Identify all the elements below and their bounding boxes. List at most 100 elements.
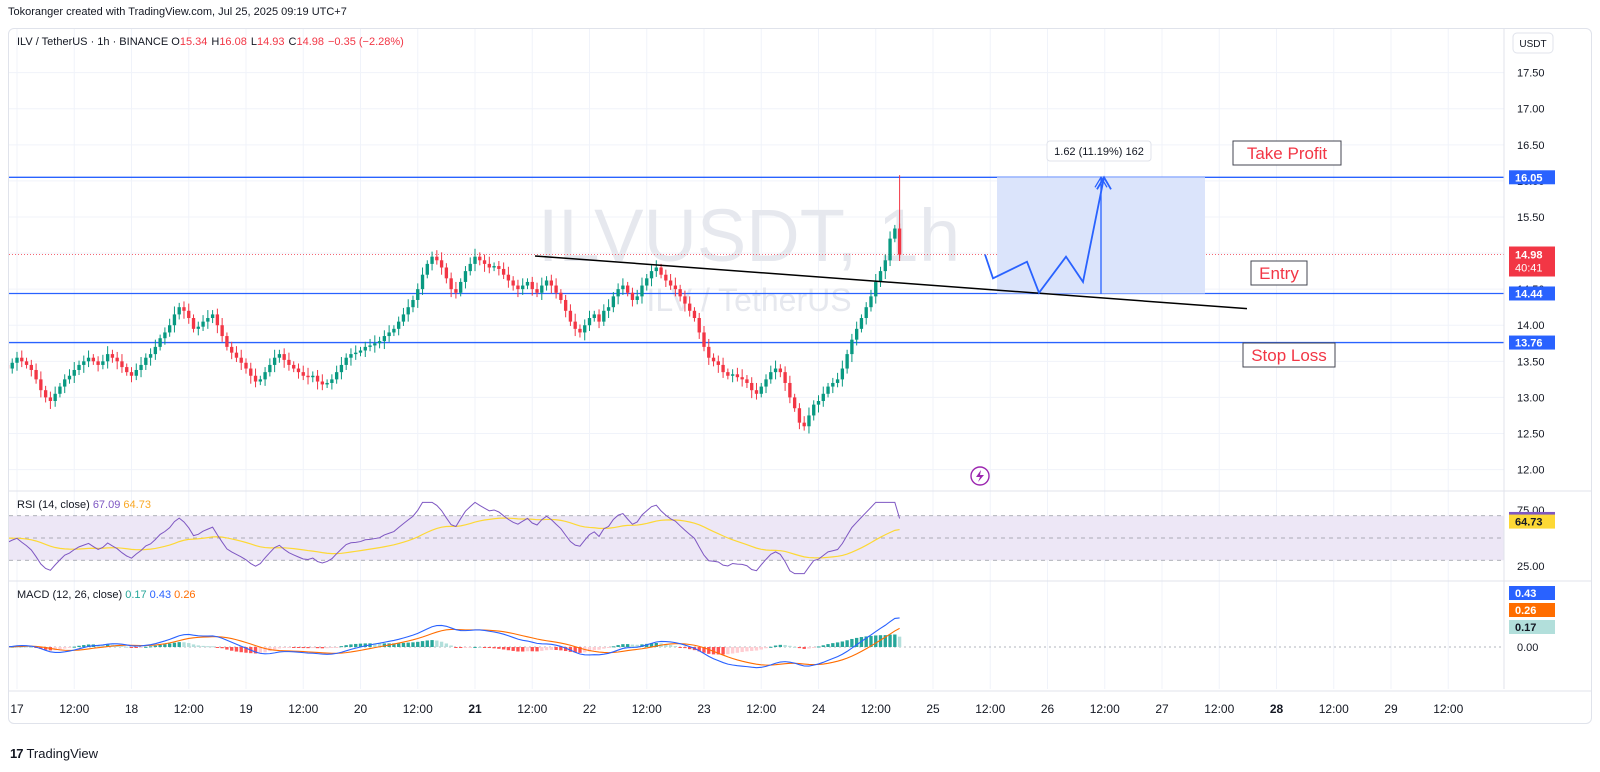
candle — [707, 338, 711, 365]
macd-histogram-bar — [759, 647, 763, 650]
macd-histogram-bar — [191, 644, 196, 647]
macd-histogram-bar — [764, 647, 768, 649]
x-tick-label: 12:00 — [861, 702, 891, 716]
annotation-box — [1232, 140, 1342, 166]
candle-body — [826, 386, 830, 394]
macd-histogram-bar — [807, 647, 811, 649]
macd-histogram-bar — [530, 647, 534, 652]
candle-body — [540, 285, 544, 293]
candle — [230, 341, 234, 360]
candle — [115, 351, 119, 370]
candle — [416, 283, 420, 308]
candle-body — [473, 256, 477, 264]
macd-histogram-bar — [888, 634, 892, 647]
candle-body — [339, 364, 344, 373]
tradingview-footer[interactable]: 17 TradingView — [10, 746, 98, 761]
candle — [554, 278, 558, 299]
candle-body — [15, 357, 19, 363]
candle-body — [559, 292, 563, 300]
macd-histogram-bar — [554, 647, 558, 650]
candle-body — [788, 382, 792, 398]
candle — [716, 355, 720, 373]
macd-histogram-bar — [444, 643, 449, 647]
candle — [487, 256, 491, 274]
candle — [587, 310, 592, 332]
candle — [287, 352, 291, 371]
candle — [258, 375, 262, 386]
rsi-ma-line — [9, 517, 900, 559]
macd-histogram-bar — [621, 644, 625, 647]
macd-tick-label: 0.00 — [1517, 642, 1538, 654]
candle-body — [349, 354, 353, 358]
candle-body — [234, 352, 239, 358]
macd-histogram-bar — [540, 647, 544, 651]
candle-body — [459, 281, 463, 293]
candle-body — [525, 281, 530, 286]
macd-histogram-bar — [864, 636, 868, 647]
candle-body — [821, 393, 825, 402]
macd-histogram-bar — [487, 647, 491, 648]
macd-histogram-bar — [878, 635, 883, 647]
time-axis: 17 12:00 18 12:00 19 12:00 20 12:00 21 12:00 22 12:… — [9, 690, 1591, 716]
candle — [850, 333, 854, 363]
macd-histogram-bar — [320, 647, 325, 649]
candle — [292, 361, 296, 373]
macd-histogram-bar — [435, 640, 439, 647]
candle-body — [401, 314, 406, 322]
legend-part: 16.08 — [219, 36, 247, 48]
candle-body — [43, 390, 48, 398]
macd-histogram-bar — [611, 646, 616, 648]
macd-histogram-bar — [144, 646, 148, 648]
x-tick-label: 19 — [239, 702, 253, 716]
candle-body — [110, 354, 115, 358]
candle-body — [831, 382, 835, 387]
candle-body — [874, 281, 878, 297]
candle-body — [396, 321, 401, 329]
annotation-box — [1242, 342, 1336, 368]
candle — [506, 266, 511, 288]
macd-title: MACD (12, 26, close) — [17, 589, 125, 601]
candle-body — [640, 285, 644, 297]
macd-histogram-bar — [721, 647, 725, 655]
candle-body — [792, 397, 797, 409]
candle — [401, 307, 406, 326]
macd-histogram-bar — [29, 646, 33, 648]
macd-histogram-bar — [296, 647, 301, 648]
x-tick-label: 26 — [1041, 702, 1055, 716]
symbol-watermark: ILVUSDT, 1h ILV / TetherUS — [538, 194, 960, 318]
candle-body — [420, 274, 425, 290]
macd-histogram-bar — [792, 646, 797, 648]
candle-body — [583, 325, 587, 333]
candle — [859, 314, 864, 333]
macd-histogram-bar — [683, 647, 687, 649]
candle-body — [840, 368, 845, 380]
candle-body — [812, 404, 816, 416]
candle-body — [544, 280, 549, 286]
macd-histogram-bar — [225, 647, 229, 650]
macd-histogram-bar — [826, 644, 830, 647]
candle-body — [654, 267, 658, 272]
candle — [625, 281, 630, 297]
macd-histogram-bar — [592, 647, 596, 651]
candle — [167, 318, 172, 337]
candle — [883, 254, 887, 280]
legend-part: 15.34 — [180, 36, 208, 48]
watermark-ticker: ILVUSDT, 1h — [538, 194, 960, 277]
chart-canvas[interactable]: ILVUSDT, 1h ILV / TetherUS 1.62 (11.19%) … — [9, 29, 1591, 723]
macd-histogram-bar — [354, 643, 358, 647]
annotation: Stop Loss — [1242, 342, 1336, 368]
candle-body — [134, 369, 138, 376]
x-tick-label: 12:00 — [1204, 702, 1234, 716]
candle-body — [716, 361, 720, 365]
candle-body — [592, 314, 596, 319]
x-tick-label: 12:00 — [1433, 702, 1463, 716]
candle — [148, 348, 153, 366]
candle — [444, 263, 449, 284]
candle — [711, 353, 716, 367]
candle-body — [82, 361, 86, 365]
candle-body — [201, 321, 205, 327]
candle — [635, 289, 639, 305]
candle — [96, 356, 100, 372]
candle-body — [816, 401, 821, 405]
